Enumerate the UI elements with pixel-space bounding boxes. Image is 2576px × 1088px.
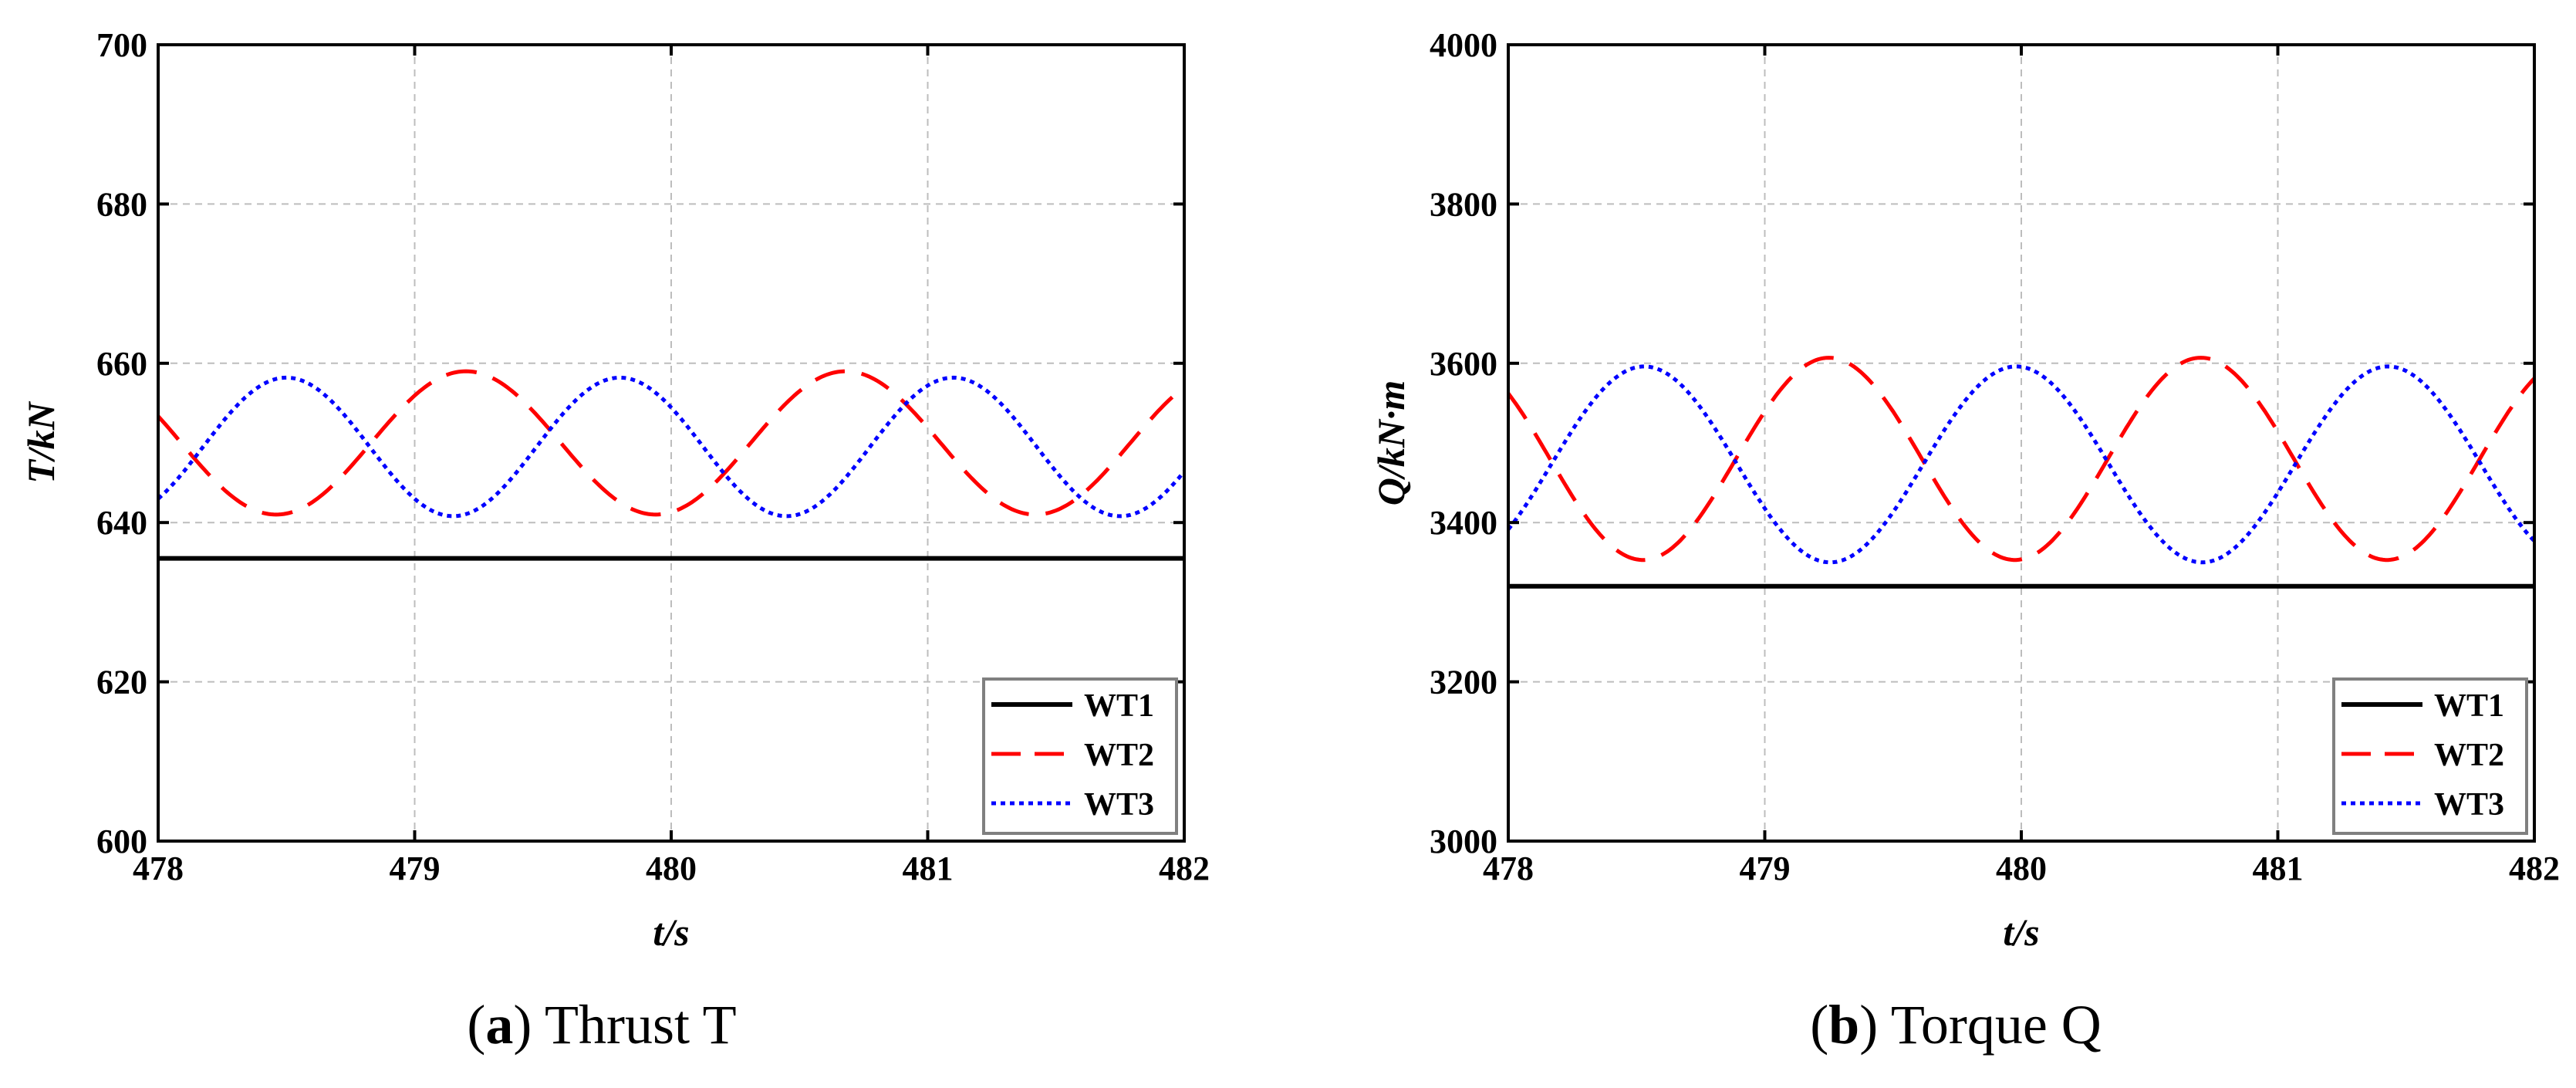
y-tick-label: 4000 [1430,26,1497,64]
legend-label-wt1: WT1 [1084,688,1154,724]
caption-paren-close: ) [1859,994,1891,1056]
y-tick-label: 600 [96,823,147,860]
caption-letter: a [485,994,513,1056]
legend: WT1 WT2 WT3 [982,677,1178,835]
x-axis-title: t/s [2003,911,2039,954]
y-axis-title-symbol: Q [1369,478,1413,505]
series-line-wt2 [1508,356,2534,563]
legend-label-wt3: WT3 [2434,787,2504,823]
x-tick-label: 481 [2253,850,2304,887]
x-tick-label: 482 [1159,850,1210,887]
x-tick-label: 480 [1996,850,2047,887]
x-tick-label: 482 [2509,850,2560,887]
y-axis-title-unit: /kN [19,400,62,463]
series-line-wt2 [158,369,1184,517]
x-tick-label: 481 [903,850,954,887]
legend-label-wt3: WT3 [1084,787,1154,823]
legend-label-wt2: WT2 [2434,738,2504,773]
y-axis-title-symbol: T [19,458,62,484]
legend-label-wt1: WT1 [2434,688,2504,724]
caption-paren-open: ( [467,994,485,1056]
y-tick-label: 3800 [1430,185,1497,223]
x-tick-label: 480 [646,850,697,887]
y-axis-title-unit: /kN·m [1369,380,1413,481]
series-line-wt3 [158,375,1184,519]
y-tick-label: 3400 [1430,504,1497,542]
y-tick-label: 640 [96,504,147,542]
y-tick-label: 700 [96,26,147,64]
figure-caption: (a) Thrust T [467,994,736,1056]
y-tick-label: 3600 [1430,345,1497,383]
x-tick-label: 478 [133,850,184,887]
legend-label-wt2: WT2 [1084,738,1154,773]
x-axis-title: t/s [653,911,689,954]
y-tick-label: 620 [96,664,147,701]
y-tick-label: 3000 [1430,823,1497,860]
caption-paren-close: ) [513,994,545,1056]
y-axis-title: Q/kN·m [1369,380,1413,506]
series-line-wt3 [1508,364,2534,565]
y-axis-title: T/kN [19,400,62,483]
x-tick-label: 478 [1483,850,1534,887]
caption-text: Torque Q [1891,994,2102,1056]
x-tick-label: 479 [390,850,441,887]
caption-paren-open: ( [1810,994,1828,1056]
figure-caption: (b) Torque Q [1810,994,2102,1056]
x-tick-label: 479 [1740,850,1791,887]
chart-panel-torque: 478 479 480 481 482 3000 3200 3400 3600 3800 4000 t… [1369,26,2560,1056]
legend: WT1 WT2 WT3 [2332,677,2528,835]
y-tick-label: 680 [96,185,147,223]
caption-letter: b [1828,994,1859,1056]
caption-text: Thrust T [545,994,737,1056]
chart-panel-thrust: 478 479 480 481 482 600 620 640 660 680 700 t/s T/kN… [19,26,1210,1056]
y-tick-label: 3200 [1430,664,1497,701]
y-tick-label: 660 [96,345,147,383]
